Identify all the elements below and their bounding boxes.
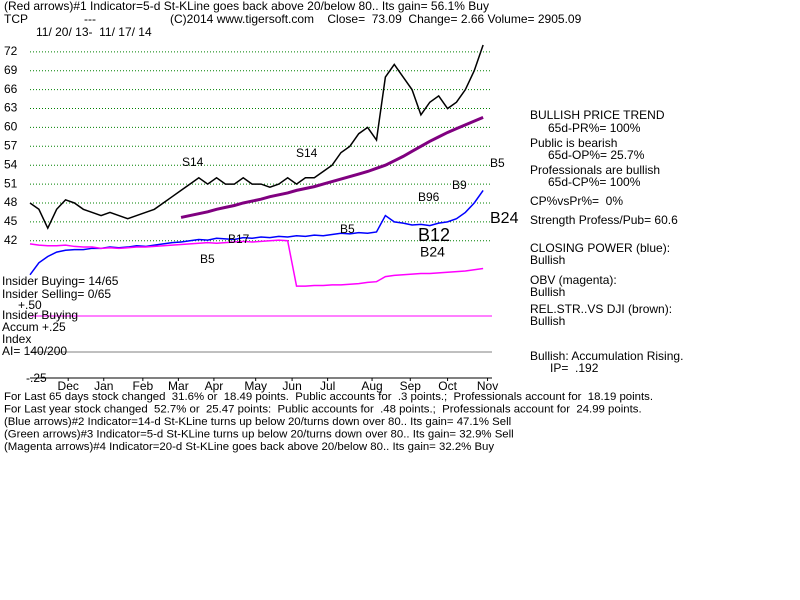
annotation: B12: [418, 225, 450, 245]
x-tick-label: Mar: [168, 379, 189, 393]
dashes: ---: [84, 12, 96, 26]
indicator-text: 65d-OP%= 25.7%: [548, 148, 645, 162]
panel-label: -.25: [26, 371, 47, 385]
panel-label: AI= 140/200: [2, 344, 67, 358]
indicator-text: Bullish: [530, 285, 565, 299]
indicator-text: 65d-PR%= 100%: [548, 121, 641, 135]
annotation: S14: [296, 146, 318, 160]
indicator-text: Bullish: [530, 253, 565, 267]
y-tick-label: 48: [4, 195, 18, 209]
panel-label: Accum +.25: [2, 320, 66, 334]
footer-line: For Last 65 days stock changed 31.6% or …: [4, 391, 653, 403]
indicator-text: 65d-CP%= 100%: [548, 175, 641, 189]
x-tick-label: Jun: [282, 379, 301, 393]
y-tick-label: 69: [4, 63, 18, 77]
indicator-text: REL.STR..VS DJI (brown):: [530, 302, 672, 316]
footer-line: For Last year stock changed 52.7% or 25.…: [4, 404, 642, 416]
footer-line: (Blue arrows)#2 Indicator=14-d St-KLine …: [4, 416, 511, 428]
footer-line: (Green arrows)#3 Indicator=5-d St-KLine …: [4, 429, 514, 441]
y-tick-label: 63: [4, 101, 18, 115]
indicator-text: CLOSING POWER (blue):: [530, 241, 670, 255]
x-tick-label: Aug: [361, 379, 382, 393]
annotation: B96: [418, 190, 440, 204]
x-tick-label: Apr: [205, 379, 224, 393]
panel-label: Index: [2, 332, 31, 346]
panel-label: Insider Buying: [2, 308, 78, 322]
x-tick-label: Jul: [320, 379, 335, 393]
x-tick-label: Sep: [400, 379, 422, 393]
series-line: [180, 115, 484, 219]
indicator-text: Bullish: [530, 314, 565, 328]
series-line: [29, 189, 484, 276]
y-tick-label: 60: [4, 120, 18, 134]
annotation: B5: [340, 222, 355, 236]
y-tick-label: 51: [4, 176, 18, 190]
indicator-text: Bullish: Accumulation Rising.: [530, 349, 683, 363]
series-line: [29, 44, 484, 230]
indicator-text: BULLISH PRICE TREND: [530, 108, 665, 122]
annotation: S14: [182, 155, 204, 169]
annotation: B5: [200, 252, 215, 266]
header-line: (Red arrows)#1 Indicator=5-d St-KLine go…: [4, 0, 489, 13]
x-tick-label: Dec: [58, 379, 79, 393]
panel-label: Insider Buying= 14/65: [2, 274, 119, 288]
y-tick-label: 42: [4, 233, 18, 247]
x-tick-label: Feb: [132, 379, 153, 393]
date-range: 11/ 20/ 13- 11/ 17/ 14: [36, 25, 152, 39]
indicator-text: Public is bearish: [530, 136, 617, 150]
annotation: B17: [228, 232, 250, 246]
indicator-text: Professionals are bullish: [530, 163, 660, 177]
x-tick-label: Jan: [94, 379, 113, 393]
y-tick-label: 66: [4, 82, 18, 96]
indicator-text: OBV (magenta):: [530, 273, 617, 287]
annotation: B24: [420, 244, 445, 260]
footer-line: (Magenta arrows)#4 Indicator=20-d St-KLi…: [4, 441, 494, 453]
panel-label: +.50: [18, 298, 42, 312]
y-tick-label: 72: [4, 44, 18, 58]
y-tick-label: 57: [4, 138, 18, 152]
x-tick-label: Nov: [477, 379, 498, 393]
symbol: TCP: [4, 12, 28, 26]
annotation: B5: [490, 156, 505, 170]
y-tick-label: 45: [4, 214, 18, 228]
annotation: B24: [490, 210, 519, 227]
x-tick-label: May: [244, 379, 267, 393]
header-line: (C)2014 www.tigersoft.com Close= 73.09 C…: [170, 12, 582, 26]
indicator-text: IP= .192: [550, 361, 599, 375]
y-tick-label: 54: [4, 157, 18, 171]
indicator-text: CP%vsPr%= 0%: [530, 194, 623, 208]
x-tick-label: Oct: [438, 379, 457, 393]
panel-label: Insider Selling= 0/65: [2, 287, 111, 301]
series-line: [29, 239, 484, 287]
annotation: B9: [452, 178, 467, 192]
indicator-text: Strength Profess/Pub= 60.6: [530, 213, 678, 227]
